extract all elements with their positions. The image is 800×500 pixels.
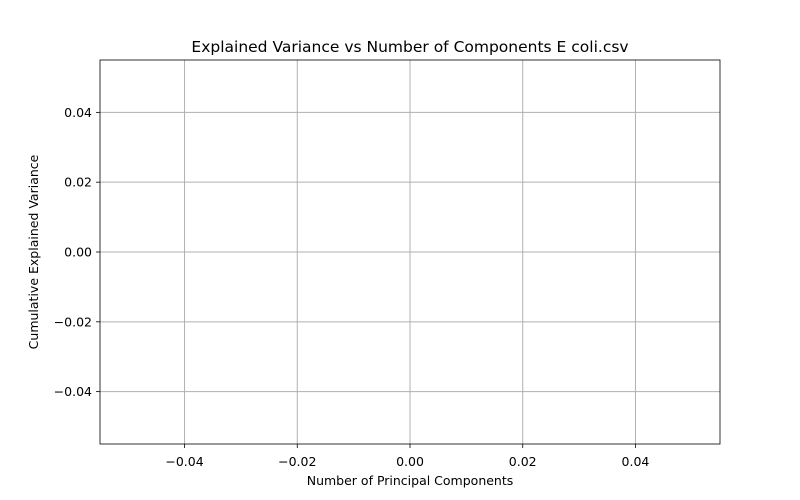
y-tick-label: 0.04 [64,105,92,120]
x-axis: −0.04 −0.02 0.00 0.02 0.04 [165,444,649,469]
y-tick-label: 0.00 [64,245,92,260]
y-tick-label: −0.02 [54,314,92,329]
grid-lines [100,60,720,444]
x-tick-label: 0.02 [509,454,537,469]
plot-area [99,59,721,445]
y-tick-label: 0.02 [64,175,92,190]
x-tick-label: 0.00 [396,454,424,469]
x-tick-label: −0.04 [165,454,203,469]
y-axis-label: Cumulative Explained Variance [26,154,41,349]
chart-title: Explained Variance vs Number of Componen… [191,38,628,56]
y-axis: −0.04 −0.02 0.00 0.02 0.04 [54,105,100,399]
y-tick-label: −0.04 [54,384,92,399]
x-axis-label: Number of Principal Components [307,473,514,488]
x-tick-label: 0.04 [622,454,650,469]
x-tick-label: −0.02 [278,454,316,469]
